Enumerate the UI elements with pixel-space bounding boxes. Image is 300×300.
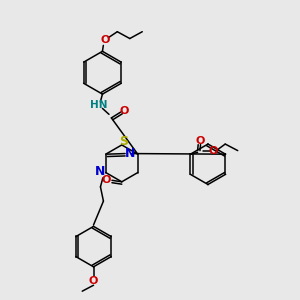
Text: O: O <box>196 136 205 146</box>
Text: S: S <box>119 135 128 148</box>
Text: N: N <box>125 147 136 160</box>
Text: O: O <box>89 276 98 286</box>
Text: HN: HN <box>90 100 108 110</box>
Text: O: O <box>101 175 111 185</box>
Text: O: O <box>119 106 128 116</box>
Text: O: O <box>100 35 110 45</box>
Text: N: N <box>95 166 106 178</box>
Text: O: O <box>209 146 218 156</box>
